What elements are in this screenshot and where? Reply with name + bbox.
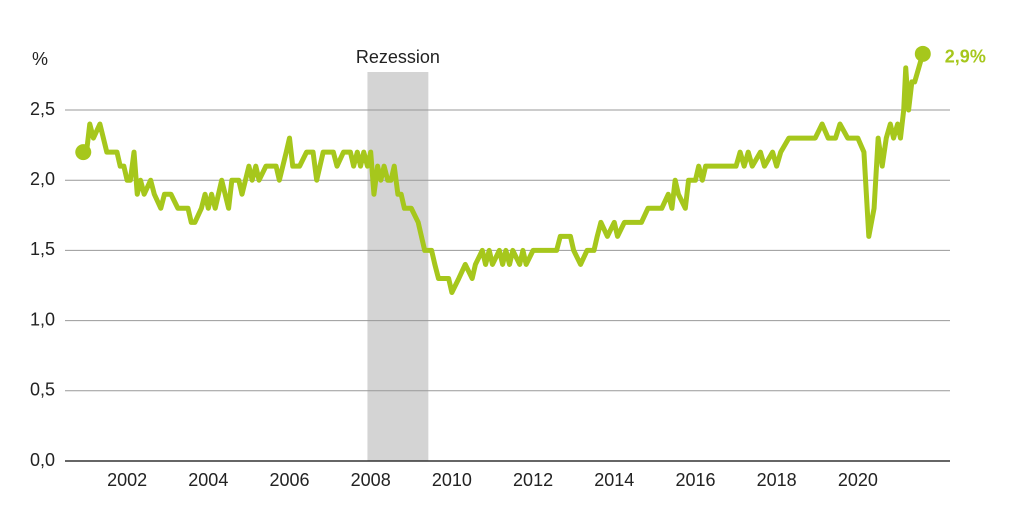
end-point — [75, 144, 92, 161]
y-tick-label: 0,0 — [30, 450, 55, 470]
x-tick-label: 2008 — [351, 470, 391, 490]
x-tick-label: 2012 — [513, 470, 553, 490]
x-tick-label: 2014 — [594, 470, 634, 490]
end-point — [914, 45, 931, 62]
data-line — [83, 53, 926, 296]
y-tick-label: 1,0 — [30, 309, 55, 329]
x-tick-label: 2016 — [675, 470, 715, 490]
y-tick-label: 1,5 — [30, 239, 55, 259]
y-tick-label: 2,0 — [30, 169, 55, 189]
y-tick-label: 2,5 — [30, 99, 55, 119]
recession-label: Rezession — [356, 47, 440, 67]
x-tick-label: 2006 — [269, 470, 309, 490]
x-tick-label: 2010 — [432, 470, 472, 490]
x-tick-label: 2004 — [188, 470, 228, 490]
x-tick-label: 2020 — [838, 470, 878, 490]
x-tick-label: 2002 — [107, 470, 147, 490]
x-tick-label: 2018 — [757, 470, 797, 490]
y-tick-label: 0,5 — [30, 380, 55, 400]
value-label: 2,9% — [945, 47, 986, 67]
y-unit: % — [32, 49, 48, 69]
recession-band — [367, 72, 429, 461]
